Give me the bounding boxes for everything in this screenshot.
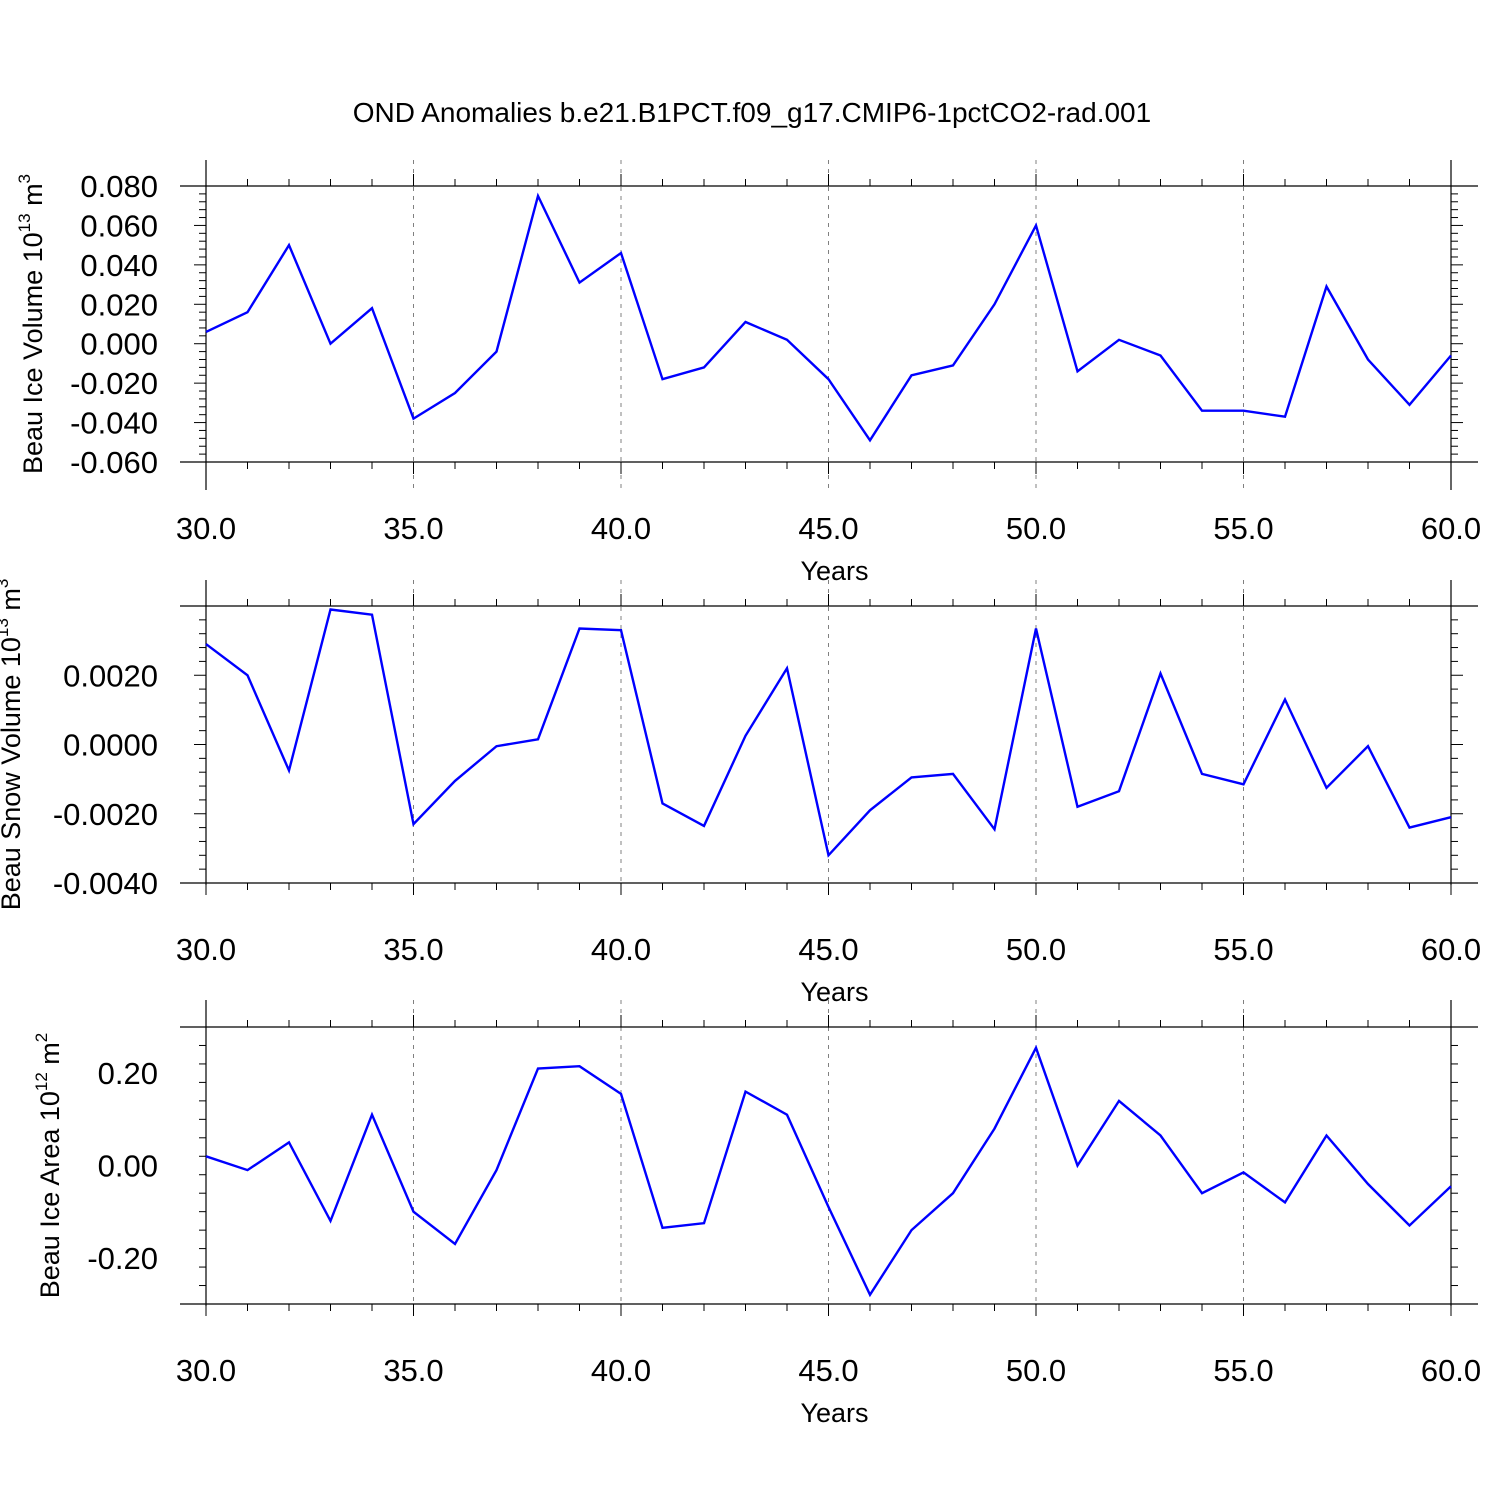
x-tick-label: 35.0: [383, 932, 443, 967]
y-tick-label: 0.0020: [63, 658, 158, 693]
x-tick-label: 60.0: [1421, 511, 1481, 546]
y-axis-title: Beau Snow Volume 1013 m3: [0, 579, 26, 911]
y-tick-label: 0.0000: [63, 728, 158, 763]
series-line: [205, 608, 1452, 858]
x-tick-label: 50.0: [1006, 932, 1066, 967]
y-tick-label: -0.0040: [53, 866, 158, 901]
x-tick-label: 35.0: [383, 1353, 443, 1388]
x-tick-label: 40.0: [591, 1353, 651, 1388]
y-tick-label: -0.020: [70, 366, 158, 401]
y-tick-label: 0.060: [80, 208, 158, 243]
y-axis-title-part: Beau Ice Volume 10: [18, 232, 48, 474]
series-line: [205, 192, 1452, 443]
y-axis-title-superscript: 13: [0, 618, 12, 637]
x-tick-label: 40.0: [591, 511, 651, 546]
y-tick-label: -0.20: [87, 1241, 158, 1276]
x-axis-title: Years: [800, 977, 868, 1007]
series-line: [205, 1044, 1452, 1298]
x-tick-label: 45.0: [798, 1353, 858, 1388]
x-tick-label: 45.0: [798, 511, 858, 546]
x-tick-label: 60.0: [1421, 1353, 1481, 1388]
y-axis-title-part: Beau Snow Volume 10: [0, 637, 26, 910]
y-axis-title-part: m: [0, 588, 26, 618]
y-tick-label: 0.080: [80, 169, 158, 204]
ice-volume-panel: -0.060 -0.040 -0.020 0.000 0.020 0.040 0.060 0.…: [15, 160, 1481, 586]
x-tick-label: 50.0: [1006, 1353, 1066, 1388]
snow-volume-panel: -0.0040 -0.0020 0.0000 0.0020 30.0 35.0 40.0 45…: [0, 579, 1481, 1007]
ice-area-panel: -0.20 0.00 0.20 30.0 35.0 40.0 45.0 50.0 55.0 60.…: [32, 1000, 1481, 1428]
y-tick-label: -0.0020: [53, 797, 158, 832]
x-axis-title: Years: [800, 556, 868, 586]
y-tick-label: 0.00: [98, 1149, 158, 1184]
x-tick-label: 55.0: [1213, 511, 1273, 546]
y-tick-label: 0.20: [98, 1056, 158, 1091]
figure-title: OND Anomalies b.e21.B1PCT.f09_g17.CMIP6-…: [353, 97, 1151, 128]
x-tick-label: 30.0: [176, 932, 236, 967]
x-tick-label: 35.0: [383, 511, 443, 546]
x-tick-label: 60.0: [1421, 932, 1481, 967]
y-tick-label: -0.040: [70, 406, 158, 441]
y-axis-title: Beau Ice Area 1012 m2: [32, 1033, 65, 1299]
y-axis-title-superscript: 3: [0, 579, 12, 588]
x-tick-label: 55.0: [1213, 1353, 1273, 1388]
y-axis-title-part: m: [18, 183, 48, 213]
y-tick-label: 0.000: [80, 327, 158, 362]
y-axis-title-part: Beau Ice Area 10: [35, 1091, 65, 1298]
y-axis-title-superscript: 12: [32, 1072, 51, 1091]
x-tick-label: 50.0: [1006, 511, 1066, 546]
y-tick-label: 0.040: [80, 248, 158, 283]
y-axis-title-superscript: 2: [32, 1033, 51, 1042]
y-axis-title: Beau Ice Volume 1013 m3: [15, 174, 48, 474]
x-axis-title: Years: [800, 1398, 868, 1428]
x-tick-label: 30.0: [176, 1353, 236, 1388]
y-axis-title-part: m: [35, 1042, 65, 1072]
y-tick-label: -0.060: [70, 445, 158, 480]
x-tick-label: 40.0: [591, 932, 651, 967]
y-axis-title-superscript: 13: [15, 213, 34, 232]
y-axis-title-superscript: 3: [15, 174, 34, 183]
x-tick-label: 45.0: [798, 932, 858, 967]
y-tick-label: 0.020: [80, 287, 158, 322]
x-tick-label: 30.0: [176, 511, 236, 546]
x-tick-label: 55.0: [1213, 932, 1273, 967]
